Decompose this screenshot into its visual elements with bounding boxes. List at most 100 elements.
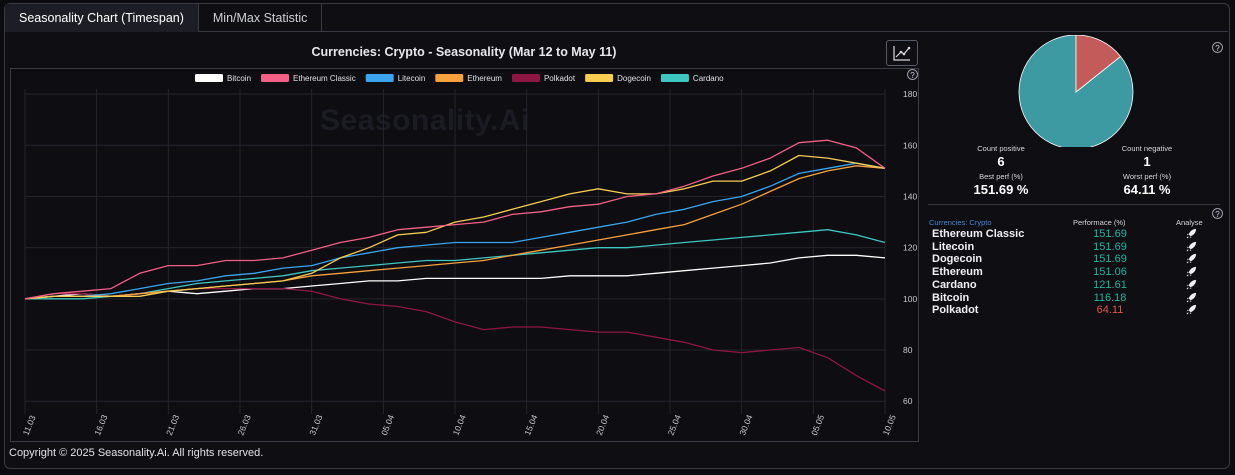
y-tick-label: 80 (903, 345, 913, 355)
x-tick-label: 31.03 (307, 413, 324, 437)
analyse-rocket-icon[interactable] (1186, 279, 1197, 293)
y-tick-label: 160 (903, 140, 917, 150)
analyse-rocket-icon[interactable] (1186, 266, 1197, 280)
legend-item-cardano[interactable]: Cardano (660, 74, 724, 83)
row-name: Cardano (932, 278, 977, 291)
x-tick-label: 05.04 (379, 413, 396, 437)
table-row: Dogecoin 151.69 (932, 253, 1212, 266)
tab-divider (301, 31, 1228, 32)
pie-slice-positive (1018, 35, 1134, 147)
x-tick-label: 20.04 (594, 413, 611, 437)
worst-perf-label: Worst perf (%) (1122, 172, 1172, 181)
analyse-rocket-icon[interactable] (1186, 253, 1197, 267)
table-row: Polkadot 64.11 (932, 304, 1212, 317)
footer-copyright: Copyright © 2025 Seasonality.Ai. All rig… (9, 447, 264, 459)
analyse-rocket-icon[interactable] (1186, 304, 1197, 318)
series-line-litecoin (24, 162, 886, 300)
legend-item-bitcoin[interactable]: Bitcoin (195, 74, 251, 83)
legend-swatch (261, 74, 290, 82)
count-negative-value: 1 (1143, 154, 1151, 169)
seasonality-line-chart: 60 80 100 120 140 160 180 11.03 16.03 21.03 26.03… (21, 74, 917, 437)
best-perf-value: 151.69 % (973, 182, 1029, 197)
chart-title: Currencies: Crypto - Seasonality (Mar 12… (311, 45, 617, 59)
table-row: Litecoin 151.69 (932, 241, 1212, 254)
analyse-header: Analyse (1176, 218, 1203, 227)
tab-min-max-statistic[interactable]: Min/Max Statistic (198, 4, 323, 32)
legend-label: Dogecoin (617, 74, 651, 83)
count-pie-chart (1018, 35, 1134, 147)
y-tick-label: 120 (903, 243, 917, 253)
table-help-icon[interactable]: ? (1212, 208, 1223, 219)
x-tick-label: 10.05 (881, 413, 898, 437)
row-performance: 151.69 (1093, 240, 1127, 253)
series-line-dogecoin (24, 154, 886, 300)
x-tick-label: 15.04 (522, 413, 539, 437)
chart-line-icon (893, 46, 911, 61)
row-name: Polkadot (932, 304, 979, 317)
x-tick-label: 30.04 (737, 413, 754, 437)
chart-area (10, 68, 919, 442)
table-row: Bitcoin 116.18 (932, 292, 1212, 305)
legend-label: Ethereum Classic (293, 74, 356, 83)
table-row: Cardano 121.61 (932, 279, 1212, 292)
legend-swatch (195, 74, 223, 82)
row-performance: 151.69 (1093, 253, 1127, 266)
row-name: Ethereum (932, 266, 983, 279)
y-tick-label: 100 (903, 294, 917, 304)
legend-swatch (660, 74, 689, 82)
row-name: Ethereum Classic (932, 228, 1025, 240)
x-tick-label: 11.03 (21, 414, 38, 437)
series-line-cardano (25, 229, 886, 300)
row-performance: 116.18 (1093, 291, 1127, 304)
y-tick-label: 140 (903, 191, 917, 201)
legend-item-ethereum[interactable]: Ethereum (435, 74, 502, 83)
row-name: Bitcoin (932, 291, 970, 304)
table-row: Ethereum 151.06 (932, 266, 1212, 279)
legend-label: Polkadot (544, 74, 576, 83)
chart-options-button[interactable] (886, 40, 918, 66)
legend-swatch (585, 74, 614, 82)
stats-help-icon[interactable]: ? (1212, 42, 1223, 53)
y-tick-label: 180 (903, 89, 917, 99)
analyse-rocket-icon[interactable] (1186, 292, 1197, 306)
analyse-rocket-icon[interactable] (1186, 241, 1197, 255)
row-performance: 151.06 (1093, 266, 1127, 279)
legend-label: Cardano (693, 74, 724, 83)
tab-bar: Seasonality Chart (Timespan) Min/Max Sta… (5, 4, 323, 32)
x-tick-label: 10.04 (451, 413, 468, 437)
category-label: Currencies: Crypto (929, 218, 992, 227)
legend-label: Bitcoin (227, 74, 251, 83)
row-name: Dogecoin (932, 253, 983, 266)
series-line-ethereum-classic (24, 139, 886, 300)
count-positive-label: Count positive (977, 144, 1025, 153)
legend-swatch (365, 74, 394, 82)
y-tick-label: 60 (903, 396, 913, 406)
tab-seasonality-chart[interactable]: Seasonality Chart (Timespan) (5, 4, 199, 32)
x-tick-label: 25.04 (666, 413, 683, 437)
chart-help-icon[interactable]: ? (907, 69, 918, 80)
legend-item-polkadot[interactable]: Polkadot (511, 74, 576, 83)
legend-swatch (435, 74, 464, 82)
worst-perf-value: 64.11 % (1123, 182, 1171, 197)
watermark: Seasonality.Ai (320, 104, 530, 137)
count-negative-label: Count negative (1121, 144, 1173, 153)
x-tick-label: 26.03 (236, 413, 253, 437)
stats-divider (928, 204, 1220, 205)
row-performance: 121.61 (1093, 278, 1127, 291)
legend-label: Ethereum (467, 74, 502, 83)
analyse-rocket-icon[interactable] (1186, 228, 1197, 242)
legend-item-litecoin[interactable]: Litecoin (365, 74, 426, 83)
performance-header: Performace (%) (1073, 218, 1126, 227)
x-tick-label: 05.05 (809, 413, 826, 437)
legend-swatch (511, 74, 540, 82)
best-perf-label: Best perf (%) (979, 172, 1023, 181)
x-tick-label: 16.03 (92, 413, 109, 437)
x-tick-label: 21.03 (164, 413, 181, 437)
row-name: Litecoin (932, 240, 975, 253)
legend-item-dogecoin[interactable]: Dogecoin (585, 74, 651, 83)
row-performance: 64.11 (1096, 304, 1124, 317)
legend-item-ethereum-classic[interactable]: Ethereum Classic (261, 74, 356, 83)
table-row: Ethereum Classic 151.69 (932, 228, 1212, 241)
pie-slice-negative (1075, 35, 1122, 93)
legend-label: Litecoin (398, 74, 426, 83)
